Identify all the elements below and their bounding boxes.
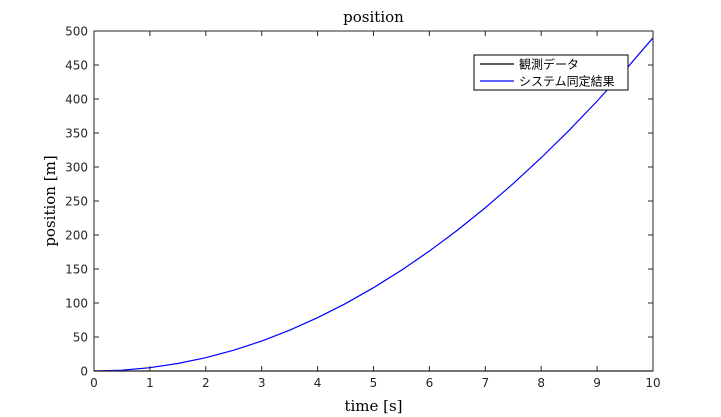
x-tick-label: 0 xyxy=(90,376,98,390)
y-tick-label: 400 xyxy=(65,93,88,107)
x-tick-label: 4 xyxy=(314,376,322,390)
x-tick-label: 5 xyxy=(370,376,378,390)
legend-box xyxy=(473,54,629,91)
x-tick-label: 6 xyxy=(426,376,434,390)
x-tick-label: 3 xyxy=(258,376,266,390)
y-tick-label: 450 xyxy=(65,59,88,73)
y-tick-label: 50 xyxy=(73,331,88,345)
x-tick-label: 7 xyxy=(481,376,489,390)
legend-label-identified: システム同定結果 xyxy=(519,74,615,89)
x-tick-label: 2 xyxy=(202,376,210,390)
chart-title: position xyxy=(343,8,404,26)
y-tick-label: 200 xyxy=(65,229,88,243)
plot-frame xyxy=(93,30,654,372)
ticks-layer: 0 1 2 3 4 5 6 7 8 9 100501001502002503003504004505… xyxy=(65,25,661,391)
legend: 観測データ システム同定結果 xyxy=(473,54,629,91)
x-axis-label: time [s] xyxy=(344,397,402,415)
legend-label-observed: 観測データ xyxy=(519,57,579,72)
y-tick-label: 500 xyxy=(65,25,88,39)
x-tick-label: 10 xyxy=(645,376,660,390)
y-axis-label: position [m] xyxy=(41,155,59,246)
series-line-identified xyxy=(93,37,654,372)
y-tick-label: 0 xyxy=(80,365,88,379)
x-tick-label: 8 xyxy=(537,376,545,390)
y-tick-label: 100 xyxy=(65,297,88,311)
y-tick-label: 350 xyxy=(65,127,88,141)
x-tick-label: 9 xyxy=(593,376,601,390)
x-tick-label: 1 xyxy=(146,376,154,390)
y-tick-label: 150 xyxy=(65,263,88,277)
y-tick-label: 300 xyxy=(65,161,88,175)
y-tick-label: 250 xyxy=(65,195,88,209)
